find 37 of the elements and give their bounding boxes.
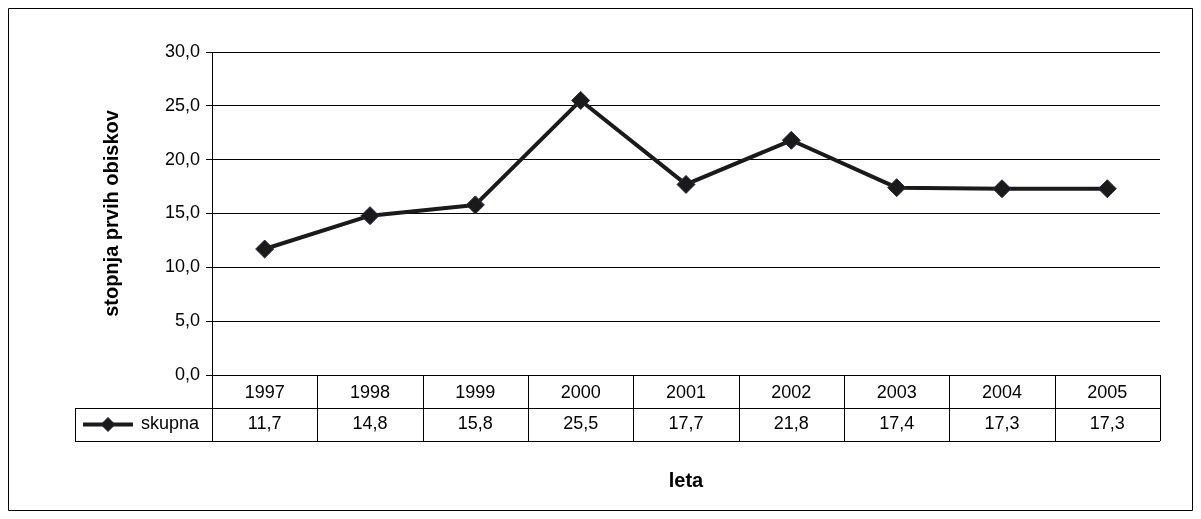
point [360, 206, 380, 226]
data-label: 14,8 [352, 413, 388, 434]
x-tick-label: 1999 [455, 381, 496, 402]
x-tick-label: 2005 [1087, 381, 1128, 402]
y-tick-label: 20,0 [164, 148, 200, 169]
data-label: 17,3 [1089, 413, 1125, 434]
point [887, 178, 907, 198]
data-label: 17,3 [984, 413, 1020, 434]
y-tick-label: 0,0 [174, 363, 200, 384]
x-tick-label: 2001 [665, 381, 707, 402]
data-label: 17,7 [668, 413, 704, 434]
data-label: 11,7 [247, 413, 282, 434]
x-tick-label: 1997 [244, 381, 285, 402]
y-tick-label: 25,0 [164, 94, 200, 115]
legend-label: skupna [141, 413, 201, 434]
data-label: 17,4 [879, 413, 915, 434]
point [676, 174, 696, 194]
x-tick-label: 2004 [981, 381, 1023, 402]
x-tick-label: 2000 [560, 381, 601, 402]
point [1097, 179, 1117, 199]
x-tick-label: 2003 [876, 381, 917, 402]
y-tick-label: 5,0 [174, 310, 200, 331]
x-tick-label: 2002 [771, 381, 812, 402]
point [255, 239, 275, 259]
x-tick-label: 1998 [349, 381, 391, 402]
data-label: 25,5 [563, 413, 599, 434]
point [781, 130, 801, 150]
y-tick-label: 30,0 [164, 40, 200, 61]
data-label: 15,8 [457, 413, 493, 434]
y-tick-label: 15,0 [164, 202, 200, 223]
data-label: 21,8 [773, 413, 809, 434]
point [465, 195, 485, 215]
point [571, 90, 591, 110]
y-tick-label: 10,0 [164, 256, 200, 277]
x-axis-title: leta [668, 468, 705, 491]
point [992, 179, 1012, 199]
y-axis-title: stopnja prvih obiskov [99, 109, 122, 317]
